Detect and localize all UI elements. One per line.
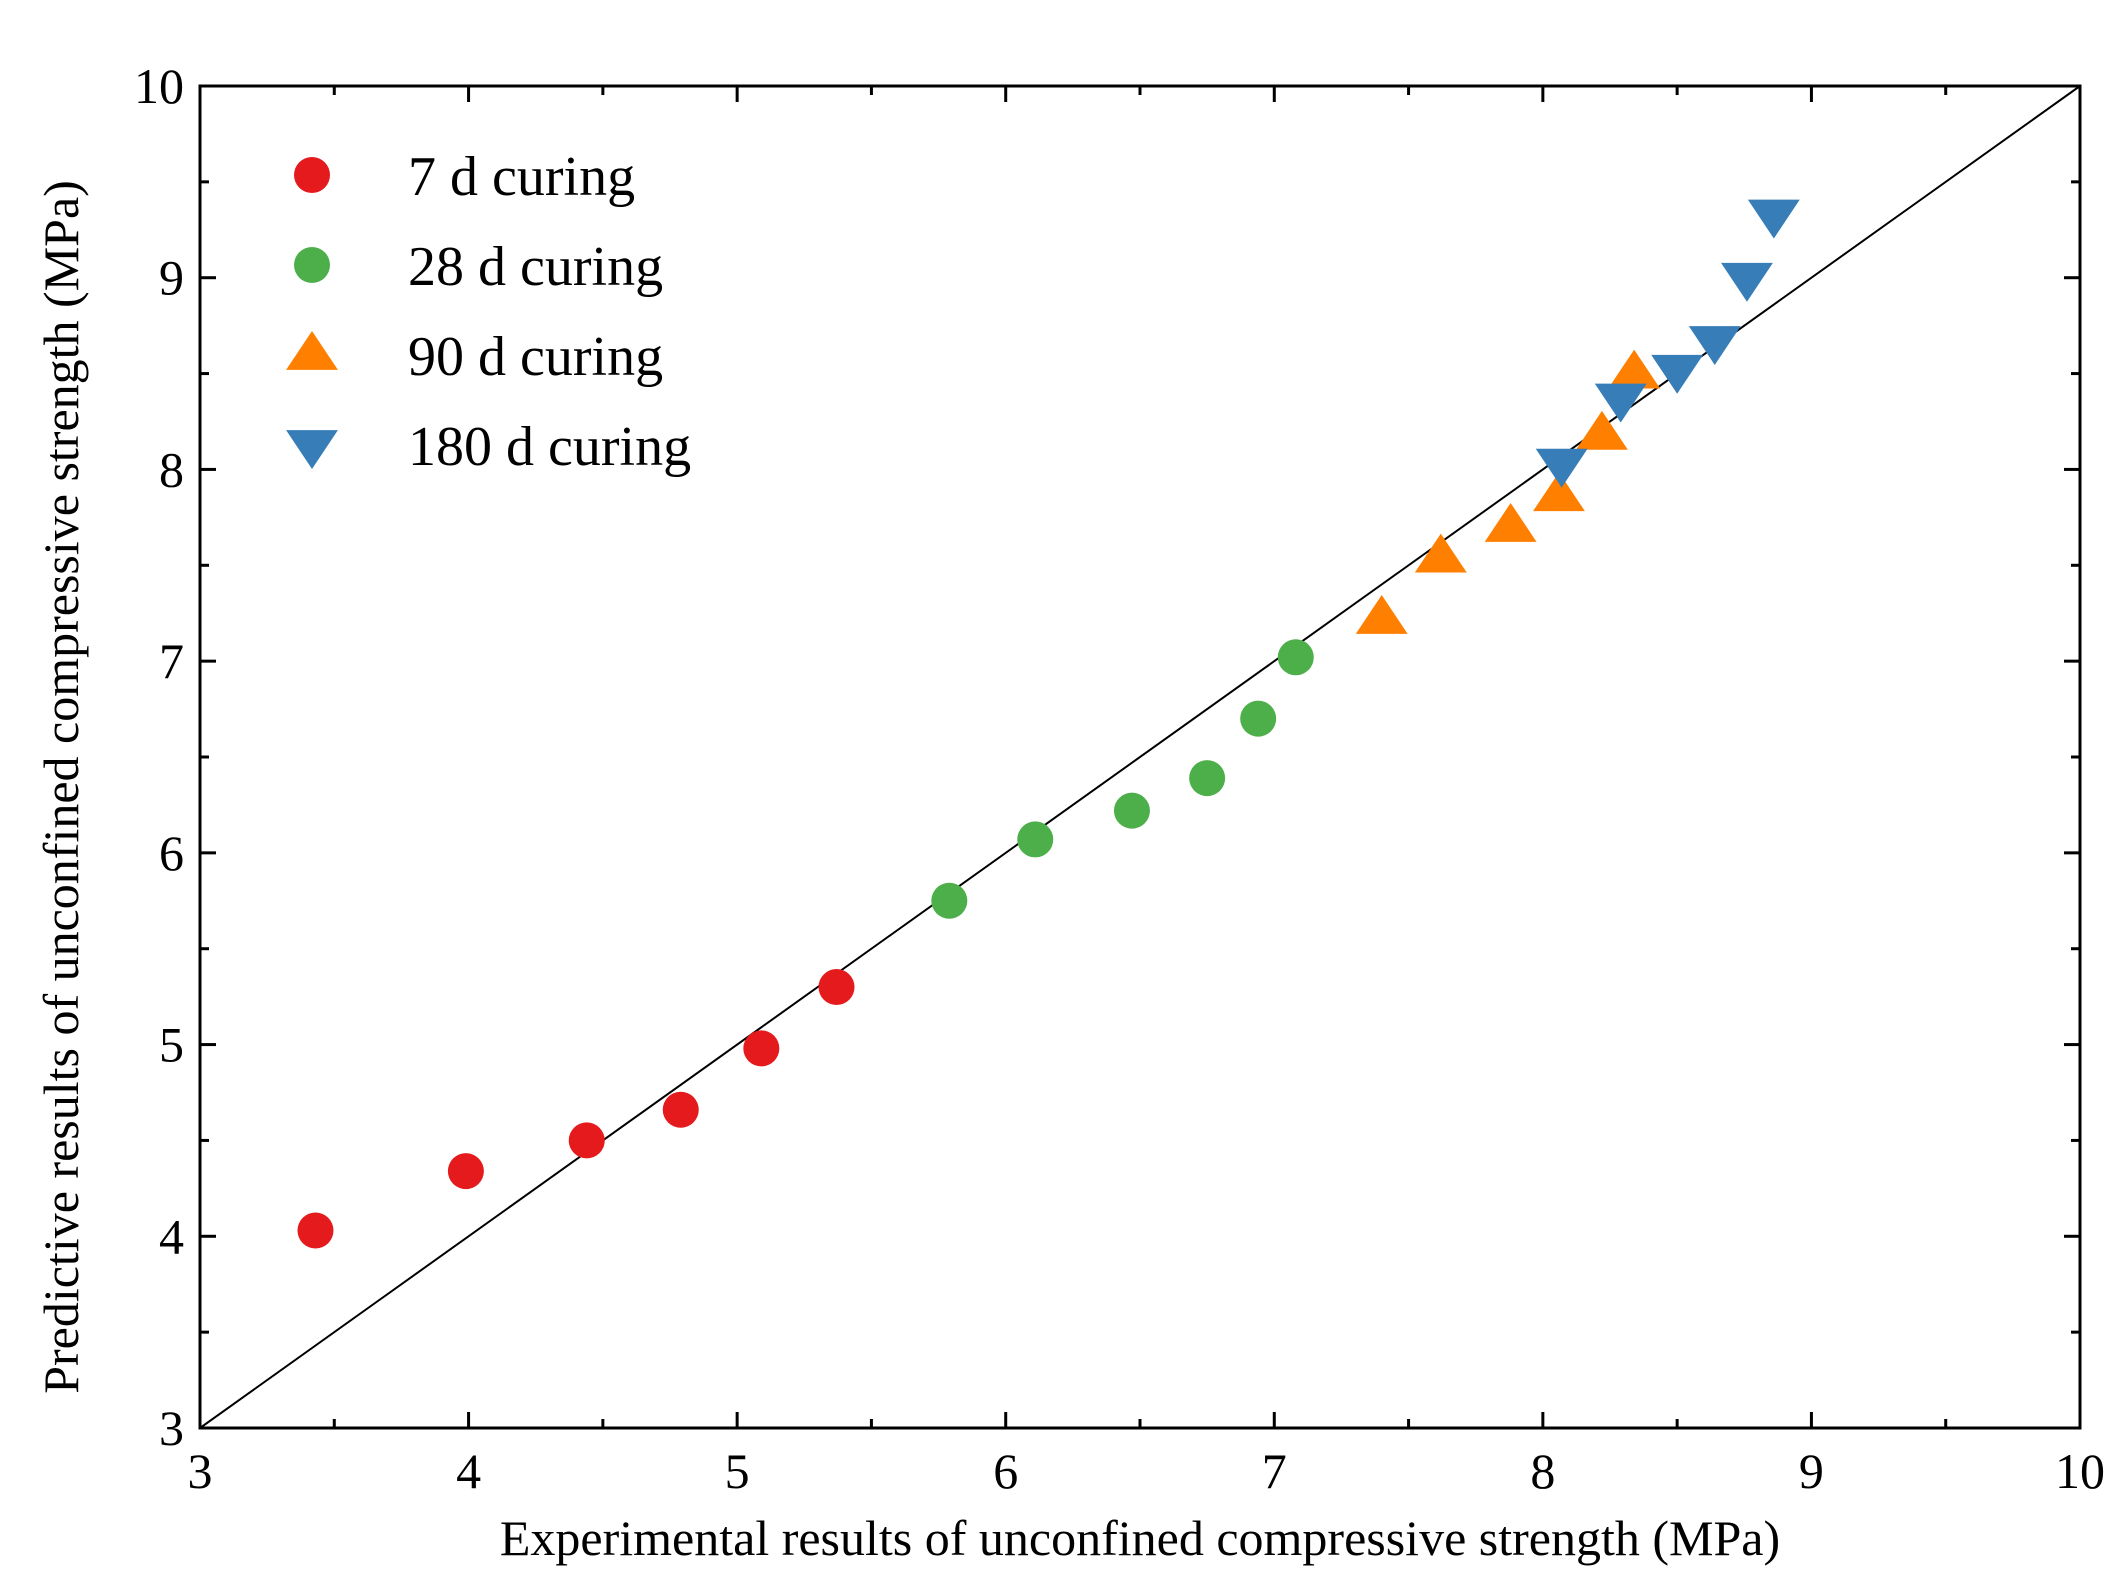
data-point-90-d-curing — [1576, 410, 1628, 450]
reference-line-layer — [199, 85, 2081, 1429]
y-tick-label: 7 — [159, 633, 184, 689]
x-tick-label: 10 — [2055, 1443, 2105, 1499]
data-point-90-d-curing — [1608, 349, 1661, 389]
data-point-28-d-curing — [1277, 639, 1314, 676]
data-point-90-d-curing — [1484, 502, 1537, 542]
data-point-28-d-curing — [1240, 700, 1277, 737]
data-point-28-d-curing — [1017, 821, 1054, 858]
y-tick-label: 6 — [159, 825, 184, 881]
data-point-7-d-curing — [447, 1153, 484, 1190]
data-point-7-d-curing — [662, 1091, 699, 1128]
x-tick-label: 6 — [993, 1443, 1018, 1499]
data-point-180-d-curing — [1721, 262, 1773, 302]
data-point-7-d-curing — [743, 1030, 780, 1067]
legend-marker-28-d-curing — [294, 247, 330, 283]
data-point-180-d-curing — [1594, 383, 1647, 423]
data-point-90-d-curing — [1533, 472, 1585, 512]
legend-label-90-d-curing: 90 d curing — [408, 326, 663, 388]
data-point-180-d-curing — [1688, 326, 1741, 365]
x-tick-label: 5 — [725, 1443, 750, 1499]
data-point-7-d-curing — [568, 1122, 605, 1159]
legend-label-28-d-curing: 28 d curing — [408, 236, 663, 298]
data-point-28-d-curing — [1189, 760, 1226, 797]
x-tick-label: 3 — [188, 1443, 213, 1499]
data-point-28-d-curing — [931, 882, 968, 919]
x-tick-label: 4 — [456, 1443, 481, 1499]
legend-marker-90-d-curing — [286, 331, 338, 370]
y-tick-label: 5 — [159, 1017, 184, 1073]
data-point-7-d-curing — [297, 1212, 334, 1249]
legend-marker-7-d-curing — [294, 157, 330, 193]
reference-line-y-equals-x — [199, 85, 2081, 1429]
y-tick-label: 3 — [159, 1400, 184, 1456]
data-points-layer — [297, 199, 1800, 1249]
axis-ticks-layer: 3 4 5 6 7 8 9 10 3 4 5 6 7 8 9 10 — [134, 58, 2105, 1499]
legend-marker-180-d-curing — [286, 430, 338, 469]
data-point-7-d-curing — [818, 969, 855, 1006]
legend: 7 d curing 28 d curing 90 d curing 180 d cu… — [286, 146, 691, 478]
y-tick-label: 10 — [134, 58, 184, 114]
x-tick-label: 9 — [1799, 1443, 1824, 1499]
data-point-90-d-curing — [1414, 533, 1467, 573]
legend-label-180-d-curing: 180 d curing — [408, 416, 691, 478]
data-point-28-d-curing — [1113, 792, 1150, 829]
data-point-90-d-curing — [1355, 594, 1408, 634]
data-point-180-d-curing — [1651, 354, 1704, 394]
y-axis-title: Predictive results of unconfined compres… — [33, 180, 89, 1394]
x-axis-title: Experimental results of unconfined compr… — [500, 1510, 1780, 1566]
y-tick-label: 9 — [159, 250, 184, 306]
data-point-180-d-curing — [1747, 199, 1800, 239]
legend-label-7-d-curing: 7 d curing — [408, 146, 635, 208]
x-tick-label: 7 — [1262, 1443, 1287, 1499]
y-tick-label: 8 — [159, 441, 184, 497]
data-point-180-d-curing — [1535, 448, 1588, 488]
x-tick-label: 8 — [1530, 1443, 1555, 1499]
y-tick-label: 4 — [159, 1208, 184, 1264]
